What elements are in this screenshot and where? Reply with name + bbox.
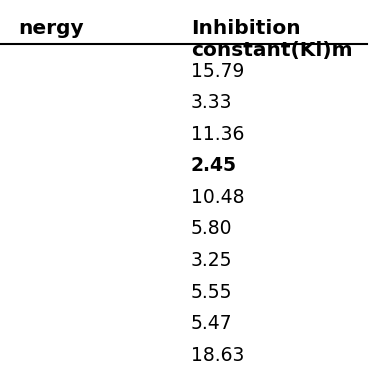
Text: 5.47: 5.47 <box>191 314 232 333</box>
Text: 3.25: 3.25 <box>191 251 232 270</box>
Text: 15.79: 15.79 <box>191 62 244 80</box>
Text: 18.63: 18.63 <box>191 346 244 365</box>
Text: 5.55: 5.55 <box>191 283 232 301</box>
Text: 3.33: 3.33 <box>191 93 232 112</box>
Text: 10.48: 10.48 <box>191 188 244 207</box>
Text: 5.80: 5.80 <box>191 219 232 238</box>
Text: 11.36: 11.36 <box>191 125 244 144</box>
Text: 2.45: 2.45 <box>191 156 237 175</box>
Text: Inhibition
constant(Ki)m: Inhibition constant(Ki)m <box>191 19 352 60</box>
Text: nergy: nergy <box>18 19 84 38</box>
